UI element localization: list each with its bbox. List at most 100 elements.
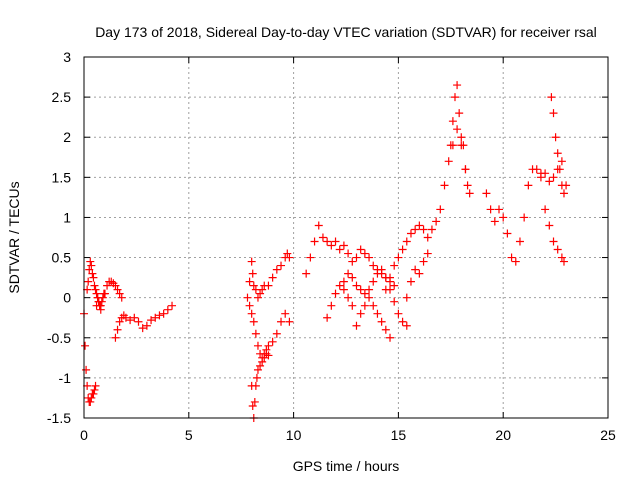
data-point bbox=[95, 301, 104, 310]
data-point bbox=[549, 109, 558, 118]
y-tick-label: -1 bbox=[59, 370, 72, 386]
data-point bbox=[268, 337, 277, 346]
data-point bbox=[285, 253, 294, 262]
data-point bbox=[85, 265, 94, 274]
data-point bbox=[327, 301, 336, 310]
data-point bbox=[553, 149, 562, 158]
data-point bbox=[117, 293, 126, 302]
y-tick-label: 1 bbox=[63, 209, 71, 225]
data-point bbox=[559, 189, 568, 198]
data-point bbox=[323, 313, 332, 322]
series-segment-2 bbox=[83, 257, 105, 314]
data-point bbox=[440, 181, 449, 190]
data-point bbox=[93, 293, 102, 302]
data-point bbox=[335, 245, 344, 254]
data-point bbox=[323, 237, 332, 246]
data-point bbox=[91, 285, 100, 294]
data-point bbox=[448, 117, 457, 126]
data-point bbox=[419, 225, 428, 234]
data-point bbox=[547, 93, 556, 102]
data-point bbox=[360, 301, 369, 310]
data-point bbox=[545, 177, 554, 186]
data-point bbox=[245, 301, 254, 310]
series-segment-8 bbox=[302, 221, 399, 290]
series-segment-5 bbox=[243, 249, 294, 302]
data-point bbox=[168, 301, 177, 310]
data-point bbox=[87, 393, 96, 402]
data-point bbox=[134, 317, 143, 326]
data-point bbox=[423, 233, 432, 242]
data-point bbox=[398, 317, 407, 326]
data-series bbox=[80, 81, 571, 422]
data-point bbox=[258, 285, 267, 294]
data-point bbox=[356, 285, 365, 294]
data-point bbox=[84, 277, 93, 286]
data-point bbox=[258, 357, 267, 366]
data-point bbox=[339, 277, 348, 286]
x-tick-label: 5 bbox=[185, 427, 193, 443]
chart-title: Day 173 of 2018, Sidereal Day-to-day VTE… bbox=[95, 24, 597, 40]
data-point bbox=[331, 289, 340, 298]
data-point bbox=[406, 229, 415, 238]
data-point bbox=[247, 257, 256, 266]
data-point bbox=[411, 265, 420, 274]
data-point bbox=[264, 341, 273, 350]
data-point bbox=[256, 361, 265, 370]
x-tick-label: 25 bbox=[600, 427, 616, 443]
series-segment-3 bbox=[100, 277, 126, 302]
plot-frame bbox=[83, 56, 609, 419]
data-point bbox=[264, 351, 273, 360]
grid bbox=[84, 57, 608, 418]
data-point bbox=[248, 401, 257, 410]
data-point bbox=[335, 281, 344, 290]
data-point bbox=[348, 273, 357, 282]
data-point bbox=[360, 289, 369, 298]
data-point bbox=[453, 81, 462, 90]
series-segment-4 bbox=[111, 301, 177, 342]
y-tick-label: -0.5 bbox=[47, 330, 71, 346]
data-point bbox=[277, 261, 286, 270]
data-point bbox=[82, 365, 91, 374]
data-point bbox=[89, 273, 98, 282]
data-point bbox=[314, 221, 323, 230]
data-point bbox=[555, 165, 564, 174]
data-point bbox=[381, 325, 390, 334]
data-point bbox=[115, 317, 124, 326]
data-point bbox=[356, 245, 365, 254]
data-point bbox=[111, 281, 120, 290]
data-point bbox=[536, 173, 545, 182]
data-point bbox=[103, 281, 112, 290]
data-point bbox=[390, 297, 399, 306]
data-point bbox=[377, 317, 386, 326]
data-point bbox=[264, 281, 273, 290]
data-point bbox=[90, 281, 99, 290]
data-point bbox=[427, 225, 436, 234]
data-point bbox=[126, 316, 135, 325]
y-tick-label: 0.5 bbox=[52, 250, 72, 266]
data-point bbox=[553, 245, 562, 254]
data-point bbox=[88, 269, 97, 278]
data-point bbox=[373, 269, 382, 278]
data-point bbox=[415, 221, 424, 230]
data-point bbox=[318, 233, 327, 242]
data-point bbox=[344, 293, 353, 302]
x-tick-label: 10 bbox=[286, 427, 302, 443]
data-point bbox=[365, 293, 374, 302]
data-point bbox=[253, 341, 262, 350]
data-point bbox=[306, 253, 315, 262]
data-point bbox=[365, 253, 374, 262]
data-point bbox=[253, 293, 262, 302]
data-point bbox=[463, 181, 472, 190]
data-point bbox=[559, 257, 568, 266]
data-point bbox=[390, 261, 399, 270]
data-point bbox=[482, 189, 491, 198]
series-segment-7 bbox=[247, 349, 273, 422]
data-point bbox=[81, 341, 90, 350]
data-point bbox=[402, 321, 411, 330]
x-tick-label: 15 bbox=[391, 427, 407, 443]
data-point bbox=[386, 333, 395, 342]
data-point bbox=[450, 93, 459, 102]
data-point bbox=[545, 221, 554, 230]
data-point bbox=[163, 305, 172, 314]
data-point bbox=[111, 333, 120, 342]
